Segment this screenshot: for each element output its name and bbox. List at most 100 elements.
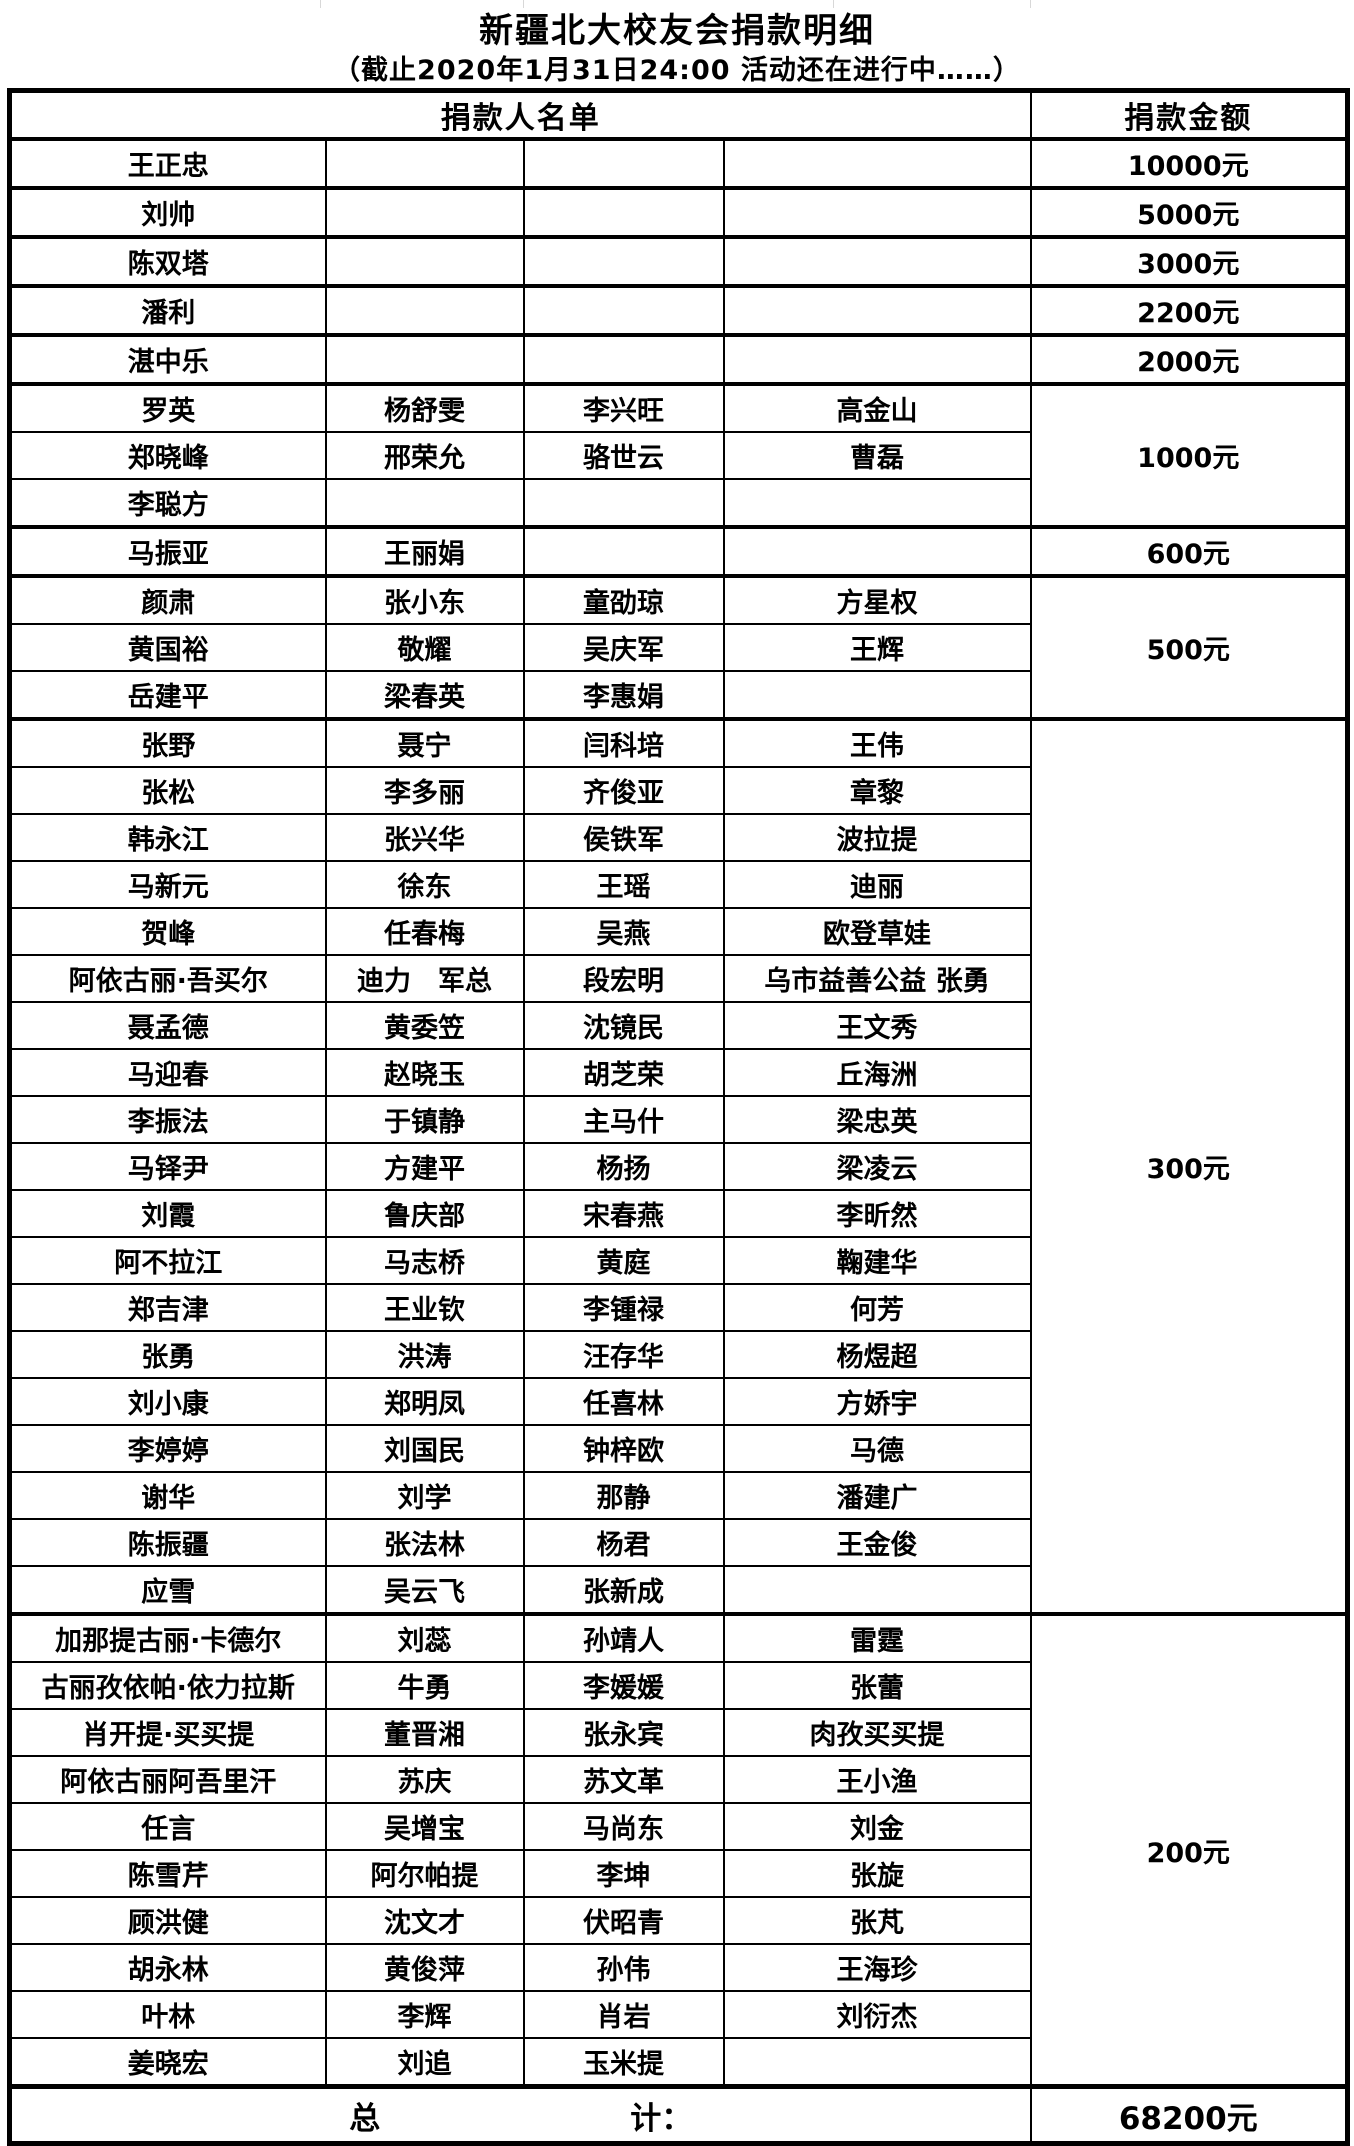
donor-name-cell: [324, 333, 525, 385]
table-row: 罗英 杨舒雯 李兴旺 高金山 1000元: [8, 382, 1349, 528]
donor-name-cell: 任言: [8, 1802, 327, 1851]
donor-name-cell: 陈振疆: [8, 1518, 327, 1567]
donor-name-cell: 颜肃: [8, 574, 327, 625]
table-row: 马迎春 赵晓玉 胡芝荣 丘海洲: [8, 1048, 1348, 1097]
donor-name-cell: 沈文才: [324, 1896, 525, 1945]
donor-name-cell: 李辉: [324, 1990, 525, 2039]
table-row: 张松 李多丽 齐俊亚 章黎: [8, 766, 1348, 815]
donor-name-cell: 何芳: [722, 1283, 1032, 1332]
donor-name-cell: 聂宁: [324, 717, 525, 768]
donor-name-cell: [722, 235, 1032, 287]
title-block: 新疆北大校友会捐款明细 （截止2020年1月31日24:00 活动还在进行中………: [0, 8, 1354, 88]
donor-table-body: 王正忠 10000元 刘帅 5000元 陈双塔 3000元 潘利 2200元 湛中乐 2000元罗…: [8, 137, 1349, 2088]
donor-name-cell: 陈双塔: [8, 235, 327, 287]
donor-name-cell: 阿不拉江: [8, 1236, 327, 1285]
amount-cell: 2000元: [1029, 333, 1349, 385]
table-row: 阿依古丽阿吾里汗 苏庆 苏文革 王小渔: [8, 1755, 1348, 1804]
amount-cell: 10000元: [1029, 137, 1349, 189]
table-row: 贺峰 任春梅 吴燕 欧登草娃: [8, 907, 1348, 956]
amount-cell: 1000元: [1029, 382, 1349, 528]
table-row: 古丽孜依帕·依力拉斯 牛勇 李媛媛 张蕾: [8, 1661, 1348, 1710]
table-row: 王正忠 10000元: [8, 137, 1349, 189]
donor-name-cell: 张勇: [8, 1330, 327, 1379]
donor-name-cell: 潘建广: [722, 1471, 1032, 1520]
donor-name-cell: 马志桥: [324, 1236, 525, 1285]
donor-name-cell: 李锺禄: [522, 1283, 725, 1332]
donor-name-cell: 黄国裕: [8, 623, 327, 672]
donor-name-cell: 李坤: [522, 1849, 725, 1898]
table-row: 李振法 于镇静 主马什 梁忠英: [8, 1095, 1348, 1144]
table-row: 李聪方: [8, 478, 1348, 528]
donor-name-cell: 梁忠英: [722, 1095, 1032, 1144]
donor-name-cell: 王辉: [722, 623, 1032, 672]
donor-name-cell: 胡芝荣: [522, 1048, 725, 1097]
table-row: 马新元 徐东 王瑶 迪丽: [8, 860, 1348, 909]
table-row: 马振亚 王丽娟 600元: [8, 525, 1349, 577]
donor-name-cell: 王丽娟: [324, 525, 525, 577]
donor-name-cell: 丘海洲: [722, 1048, 1032, 1097]
spreadsheet-edge: [0, 0, 1354, 8]
donor-name-cell: 钟梓欧: [522, 1424, 725, 1473]
amount-cell: 600元: [1029, 525, 1349, 577]
donor-name-cell: 侯铁军: [522, 813, 725, 862]
grid-line: [523, 0, 524, 8]
donor-name-cell: 方娇宇: [722, 1377, 1032, 1426]
donor-name-cell: 陈雪芹: [8, 1849, 327, 1898]
donor-name-cell: [722, 670, 1032, 720]
donor-name-cell: 段宏明: [522, 954, 725, 1003]
table-row: 陈双塔 3000元: [8, 235, 1349, 287]
donor-name-cell: 宋春燕: [522, 1189, 725, 1238]
total-amount-cell: 68200元: [1029, 2084, 1349, 2145]
donor-name-cell: 郑吉津: [8, 1283, 327, 1332]
donor-name-cell: 方建平: [324, 1142, 525, 1191]
donor-name-cell: 徐东: [324, 860, 525, 909]
donor-name-cell: 沈镜民: [522, 1001, 725, 1050]
donor-name-cell: 张蕾: [722, 1661, 1032, 1710]
donor-name-cell: 张法林: [324, 1518, 525, 1567]
table-row: 聂孟德 黄委笠 沈镜民 王文秀: [8, 1001, 1348, 1050]
table-row: 李婷婷 刘国民 钟梓欧 马德: [8, 1424, 1348, 1473]
donor-name-cell: 邢荣允: [324, 431, 525, 480]
grid-line: [1030, 0, 1031, 8]
table-row: 顾洪健 沈文才 伏昭青 张芃: [8, 1896, 1348, 1945]
donor-name-cell: 叶林: [8, 1990, 327, 2039]
donor-name-cell: 童劭琼: [522, 574, 725, 625]
donor-name-cell: 欧登草娃: [722, 907, 1032, 956]
donor-name-cell: 肉孜买买提: [722, 1708, 1032, 1757]
donor-name-cell: 张小东: [324, 574, 525, 625]
donor-name-cell: [324, 478, 525, 528]
donor-name-cell: 骆世云: [522, 431, 725, 480]
table-row: 张野 聂宁 闫科培 王伟 300元: [8, 717, 1349, 1615]
table-row: 刘霞 鲁庆部 宋春燕 李昕然: [8, 1189, 1348, 1238]
donor-name-cell: [722, 2037, 1032, 2088]
donor-name-cell: 黄俊萍: [324, 1943, 525, 1992]
donor-name-cell: 迪力 军总: [324, 954, 525, 1003]
donor-name-cell: 吴庆军: [522, 623, 725, 672]
donor-name-cell: [722, 333, 1032, 385]
donor-name-cell: 马振亚: [8, 525, 327, 577]
header-row: 捐款人名单 捐款金额: [8, 89, 1349, 141]
donor-name-cell: 曹磊: [722, 431, 1032, 480]
donor-name-cell: 王小渔: [722, 1755, 1032, 1804]
donor-name-cell: 刘小康: [8, 1377, 327, 1426]
donor-name-cell: [522, 235, 725, 287]
donor-name-cell: 李媛媛: [522, 1661, 725, 1710]
donor-name-cell: 于镇静: [324, 1095, 525, 1144]
table-row: 张勇 洪涛 汪存华 杨煜超: [8, 1330, 1348, 1379]
donor-name-cell: 马铎尹: [8, 1142, 327, 1191]
donor-name-cell: [522, 478, 725, 528]
table-row: 潘利 2200元: [8, 284, 1349, 336]
donor-name-cell: 任春梅: [324, 907, 525, 956]
donor-name-cell: 敬耀: [324, 623, 525, 672]
donor-name-cell: 张兴华: [324, 813, 525, 862]
donor-name-cell: 汪存华: [522, 1330, 725, 1379]
donor-name-cell: 姜晓宏: [8, 2037, 327, 2088]
donor-name-cell: 任喜林: [522, 1377, 725, 1426]
donor-name-cell: 高金山: [722, 382, 1032, 433]
donor-name-cell: 李婷婷: [8, 1424, 327, 1473]
donors-header-cell: 捐款人名单: [8, 89, 1032, 141]
donor-name-cell: [324, 186, 525, 238]
table-row: 胡永林 黄俊萍 孙伟 王海珍: [8, 1943, 1348, 1992]
donor-name-cell: 雷霆: [722, 1612, 1032, 1663]
donor-name-cell: 苏文革: [522, 1755, 725, 1804]
